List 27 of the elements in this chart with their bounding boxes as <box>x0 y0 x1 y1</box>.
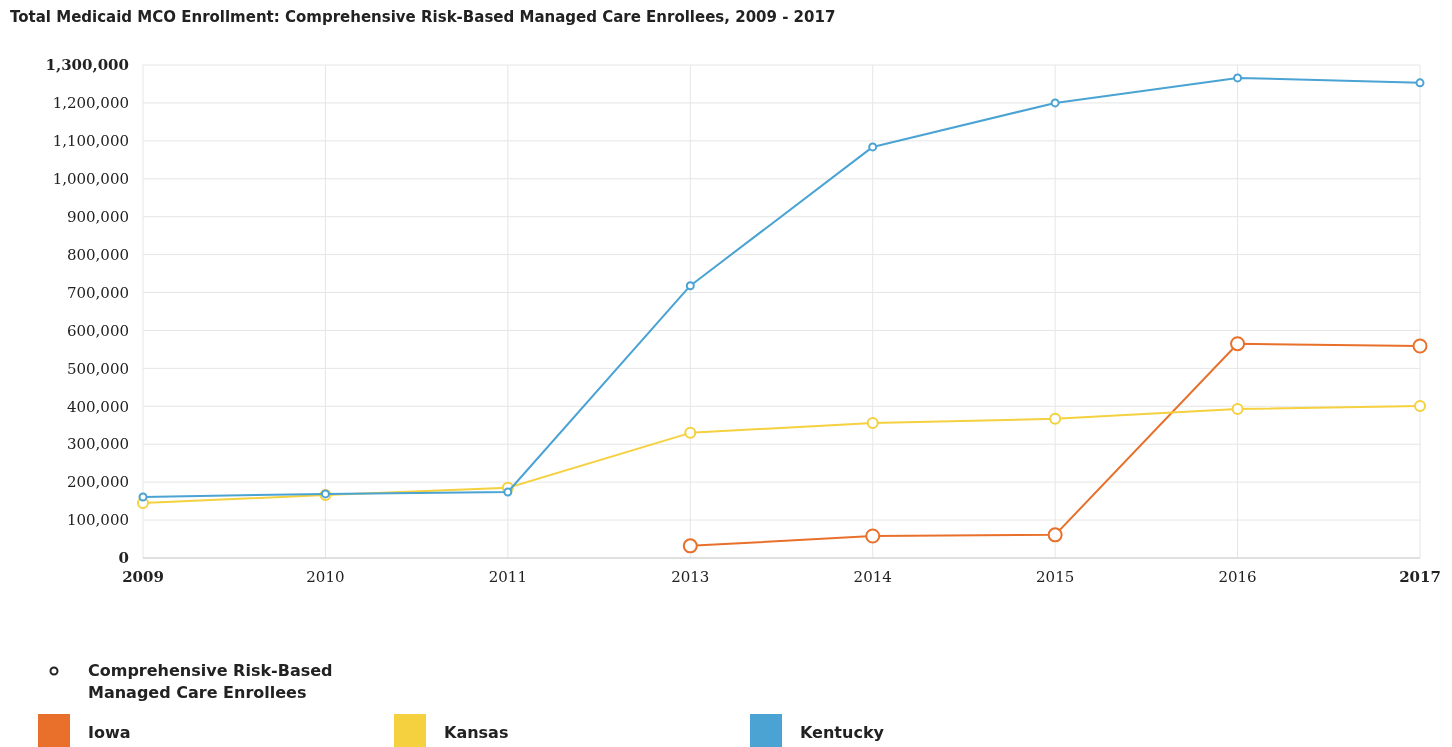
y-tick-label: 600,000 <box>66 321 129 340</box>
x-tick-label: 2014 <box>853 568 892 586</box>
legend-label: Kansas <box>444 723 509 742</box>
y-tick-label: 1,000,000 <box>52 170 129 189</box>
y-tick-label: 300,000 <box>66 435 129 454</box>
x-tick-label: 2016 <box>1218 568 1257 586</box>
y-tick-label: 1,300,000 <box>45 56 129 75</box>
legend-title: Comprehensive Risk-Based Managed Care Enrollees <box>88 661 333 702</box>
y-tick-label: 200,000 <box>66 473 129 492</box>
x-tick-label: 2017 <box>1399 568 1441 586</box>
legend-label: Kentucky <box>800 723 885 742</box>
y-tick-label: 1,100,000 <box>52 132 129 151</box>
x-tick-label: 2010 <box>306 568 345 586</box>
x-tick-label: 2011 <box>488 568 527 586</box>
chart-title: Total Medicaid MCO Enrollment: Comprehensive Risk-Based Managed Care Enrollees, 2009 - 2017 <box>10 8 836 26</box>
x-tick-label: 2013 <box>671 568 710 586</box>
y-tick-label: 500,000 <box>66 359 129 378</box>
y-tick-label: 0 <box>118 549 129 568</box>
y-tick-label: 100,000 <box>66 511 129 530</box>
y-tick-label: 900,000 <box>66 207 129 226</box>
y-tick-label: 700,000 <box>66 283 129 302</box>
x-tick-label: 2009 <box>122 568 164 586</box>
x-tick-label: 2015 <box>1036 568 1075 586</box>
y-tick-label: 400,000 <box>66 397 129 416</box>
legend-label: Iowa <box>88 723 131 742</box>
y-tick-label: 1,200,000 <box>52 94 129 113</box>
y-tick-label: 800,000 <box>66 245 129 264</box>
